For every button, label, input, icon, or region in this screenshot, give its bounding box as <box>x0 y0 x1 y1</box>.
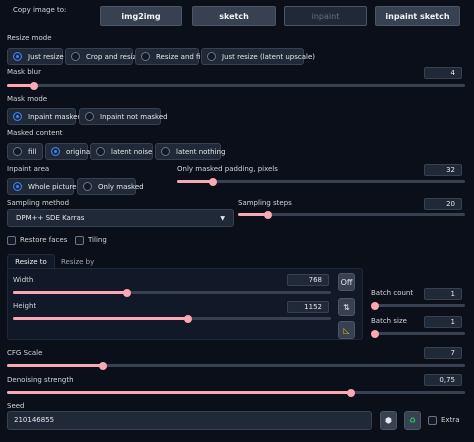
slider-thumb[interactable] <box>371 301 379 310</box>
mask-mode-label: Mask mode <box>7 95 48 103</box>
slider-thumb[interactable] <box>209 177 217 186</box>
masked-content-latent-nothing[interactable]: latent nothing <box>155 143 225 160</box>
extra-label: Extra <box>441 416 460 424</box>
mask-mode-inpaint-not-masked[interactable]: Inpaint not masked <box>79 108 168 125</box>
sketch-button[interactable]: sketch <box>192 6 276 26</box>
slider-thumb[interactable] <box>263 210 272 219</box>
denoising-strength-label: Denoising strength <box>7 376 74 384</box>
resize-mode-crop-and-resize[interactable]: Crop and resize <box>65 48 141 65</box>
inpaint-area-label: Inpaint area <box>7 165 50 173</box>
sampling-steps-label: Sampling steps <box>238 199 292 207</box>
resize-mode-resize-and-fill[interactable]: Resize and fill <box>135 48 204 65</box>
mask-blur-label: Mask blur <box>7 68 41 76</box>
extra-checkbox[interactable] <box>428 416 437 425</box>
seed-label: Seed <box>7 402 25 410</box>
resize-mode-just-resize[interactable]: Just resize <box>7 48 64 65</box>
resize-mode-latent-upscale[interactable]: Just resize (latent upscale) <box>201 48 315 65</box>
masked-content-label: Masked content <box>7 129 63 137</box>
restore-faces-checkbox[interactable] <box>7 236 16 245</box>
batch-count-slider[interactable] <box>371 301 465 310</box>
radio-selected-icon <box>13 112 22 121</box>
cfg-scale-slider[interactable] <box>7 361 465 370</box>
denoising-strength-slider[interactable] <box>7 388 465 397</box>
batch-size-slider[interactable] <box>371 329 465 338</box>
seed-input[interactable]: 210146855 <box>7 411 372 430</box>
sampling-steps-slider[interactable] <box>238 210 465 219</box>
chevron-down-icon: ▼ <box>220 214 225 222</box>
width-slider[interactable] <box>13 288 331 297</box>
sampling-method-value: DPM++ SDE Karras <box>16 214 85 222</box>
resize-mode-label: Resize mode <box>7 34 52 42</box>
radio-icon <box>141 52 150 61</box>
tiling-label: Tiling <box>88 236 107 244</box>
tiling-checkbox[interactable] <box>75 236 84 245</box>
dice-icon[interactable]: ⬢ <box>380 411 397 430</box>
restore-faces-label: Restore faces <box>20 236 68 244</box>
only-masked-padding-label: Only masked padding, pixels <box>177 165 278 173</box>
sampling-method-select[interactable]: DPM++ SDE Karras ▼ <box>7 209 234 227</box>
batch-size-input[interactable]: 1 <box>424 316 462 328</box>
radio-icon <box>161 147 170 156</box>
radio-selected-icon <box>13 52 22 61</box>
masked-content-fill[interactable]: fill <box>7 143 43 160</box>
copy-image-label: Copy image to: <box>13 6 67 14</box>
slider-fill <box>7 364 104 367</box>
inpaint-area-whole-picture[interactable]: Whole picture <box>7 178 77 195</box>
sampling-steps-input[interactable]: 20 <box>424 198 462 210</box>
slider-fill <box>177 180 213 183</box>
tab-resize-by[interactable]: Resize by <box>61 258 95 266</box>
radio-selected-icon <box>13 182 22 191</box>
only-masked-padding-slider[interactable] <box>177 177 465 186</box>
batch-size-label: Batch size <box>371 317 407 325</box>
only-masked-padding-input[interactable]: 32 <box>424 164 462 176</box>
mask-mode-inpaint-masked[interactable]: Inpaint masked <box>7 108 82 125</box>
inpaint-area-only-masked[interactable]: Only masked <box>77 178 144 195</box>
masked-content-latent-noise[interactable]: latent noise <box>90 143 153 160</box>
recycle-icon[interactable]: ♻ <box>404 411 421 430</box>
radio-icon <box>83 182 92 191</box>
slider-thumb[interactable] <box>371 329 379 338</box>
swap-vertical-icon[interactable]: ⇅ <box>338 298 355 316</box>
radio-icon <box>71 52 80 61</box>
height-input[interactable]: 1152 <box>287 301 329 313</box>
slider-fill <box>7 84 35 87</box>
radio-selected-icon <box>51 147 60 156</box>
mask-blur-input[interactable]: 4 <box>424 67 462 79</box>
tab-resize-to[interactable]: Resize to <box>7 254 55 269</box>
width-label: Width <box>13 276 34 284</box>
cfg-scale-label: CFG Scale <box>7 349 43 357</box>
img2img-button[interactable]: img2img <box>100 6 182 26</box>
slider-fill <box>13 291 128 294</box>
radio-icon <box>85 112 94 121</box>
slider-fill <box>7 391 351 394</box>
slider-fill <box>13 317 188 320</box>
batch-count-label: Batch count <box>371 289 414 297</box>
inpaint-sketch-button[interactable]: inpaint sketch <box>375 6 460 26</box>
mask-blur-slider[interactable] <box>7 81 465 90</box>
radio-icon <box>13 147 22 156</box>
triangle-ruler-icon[interactable]: ◺ <box>338 321 355 339</box>
height-label: Height <box>13 302 37 310</box>
inpaint-button: inpaint <box>284 6 367 26</box>
slider-thumb[interactable] <box>346 388 355 397</box>
slider-thumb[interactable] <box>99 361 108 370</box>
slider-thumb[interactable] <box>183 314 192 323</box>
cfg-scale-input[interactable]: 7 <box>424 347 462 359</box>
width-input[interactable]: 768 <box>287 274 329 286</box>
sampling-method-label: Sampling method <box>7 199 70 207</box>
height-slider[interactable] <box>13 314 331 323</box>
slider-thumb[interactable] <box>30 81 39 90</box>
masked-content-original[interactable]: original <box>45 143 92 160</box>
batch-count-input[interactable]: 1 <box>424 288 462 300</box>
slider-thumb[interactable] <box>123 288 132 297</box>
slider-fill <box>238 213 268 216</box>
radio-icon <box>207 52 216 61</box>
denoising-strength-input[interactable]: 0,75 <box>424 374 462 386</box>
radio-icon <box>96 147 105 156</box>
off-button[interactable]: Off <box>338 273 355 291</box>
